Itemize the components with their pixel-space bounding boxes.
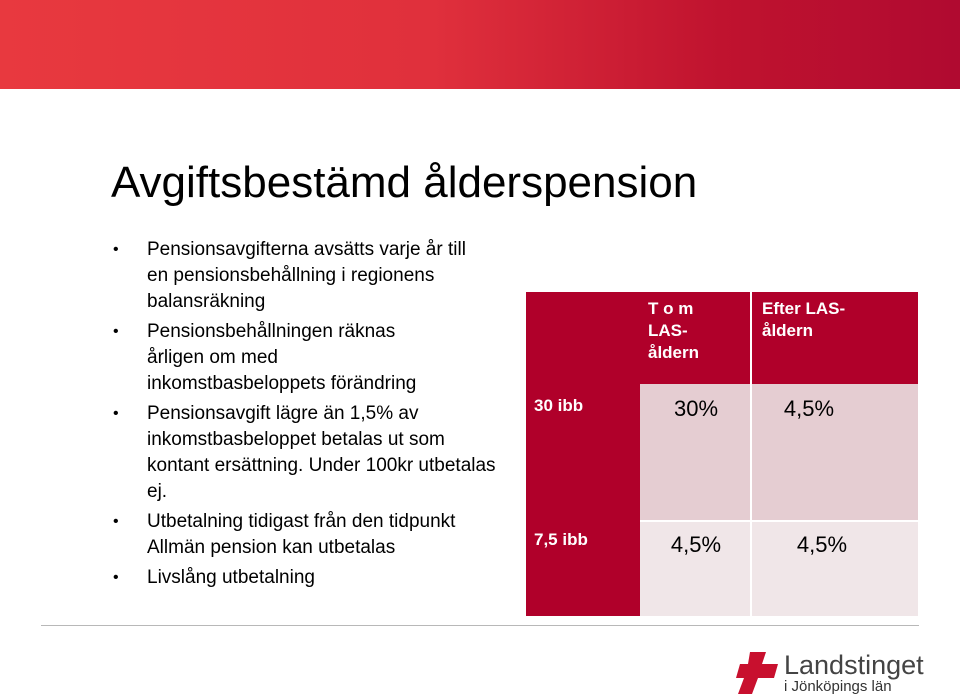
bullet-item: • Utbetalning tidigast från den tidpunkt… <box>111 509 457 561</box>
table-value: 4,5% <box>796 532 848 557</box>
footer-divider <box>41 625 919 626</box>
table-value: 30% <box>673 396 719 421</box>
table-value: 4,5% <box>783 396 835 421</box>
table-header-cell: Efter LAS-åldern <box>752 292 918 384</box>
bullet-dot: • <box>113 323 119 340</box>
logo-name: Landstinget <box>784 650 924 680</box>
cross-logo-icon <box>736 652 778 694</box>
bullet-list: • Pensionsavgifterna avsätts varje år ti… <box>111 237 511 595</box>
row-divider <box>640 520 918 522</box>
row-label: 7,5 ibb <box>534 530 588 549</box>
logo-subtitle: i Jönköpings län <box>784 678 892 695</box>
slide-title: Avgiftsbestämd ålderspension <box>111 158 698 207</box>
column-divider <box>750 292 752 616</box>
table-cell <box>640 384 918 520</box>
bullet-dot: • <box>113 569 119 586</box>
bullet-item: • Pensionsavgift lägre än 1,5% av inkoms… <box>111 401 503 505</box>
bullet-text: Utbetalning tidigast från den tidpunkt A… <box>147 511 456 558</box>
bullet-text: Pensionsbehållningen räknas årligen om m… <box>147 321 417 394</box>
table-header-text: T o m LAS-åldern <box>648 299 700 362</box>
bullet-item: • Pensionsavgifterna avsätts varje år ti… <box>111 237 487 315</box>
landstinget-logo: Landstinget i Jönköpings län <box>736 650 926 695</box>
row-label-column <box>526 292 640 616</box>
pension-table: T o m LAS-åldern Efter LAS-åldern 30 ibb… <box>526 292 918 616</box>
bullet-dot: • <box>113 241 119 258</box>
bullet-dot: • <box>113 405 119 422</box>
table-cell <box>640 522 918 616</box>
bullet-text: Pensionsavgift lägre än 1,5% av inkomstb… <box>147 403 496 502</box>
table-header-text: Efter LAS-åldern <box>762 299 846 340</box>
table-value: 4,5% <box>670 532 722 557</box>
bullet-item: • Livslång utbetalning <box>111 565 487 591</box>
bullet-dot: • <box>113 513 119 530</box>
bullet-item: • Pensionsbehållningen räknas årligen om… <box>111 319 447 397</box>
row-label: 30 ibb <box>534 396 584 415</box>
table-header-cell: T o m LAS-åldern <box>640 292 750 384</box>
header-band <box>0 0 960 89</box>
bullet-text: Livslång utbetalning <box>147 567 315 588</box>
bullet-text: Pensionsavgifterna avsätts varje år till… <box>147 239 466 312</box>
